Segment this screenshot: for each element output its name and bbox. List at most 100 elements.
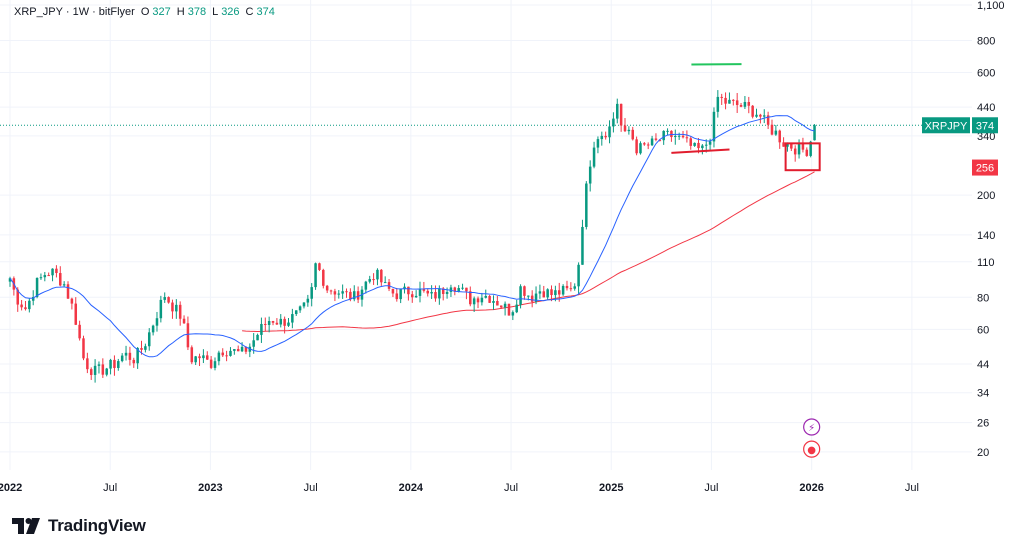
candle-body [337,293,341,295]
y-tick-label: 600 [977,68,995,80]
candle-body [654,138,658,140]
candle-body [538,291,542,294]
candle-body [407,286,410,295]
candle-body [66,284,70,299]
candle-body [175,304,178,312]
candle-body [438,288,441,299]
y-tick-label: 140 [977,230,995,242]
candle-body [372,279,375,281]
candle-body [550,289,553,296]
candle-body [646,144,650,146]
candle-body [557,290,561,295]
symbol-name[interactable]: XRP_JPY [14,6,63,18]
candle-body [527,295,530,297]
candle-body [585,183,588,227]
candle-body [302,302,306,307]
interval[interactable]: 1W [72,6,90,18]
candle-body [236,349,240,352]
candle-body [457,288,460,292]
candle-body [31,296,35,301]
candle-body [627,129,631,132]
candle-body [735,100,739,106]
record-icon-glyph: ● [807,445,816,456]
candle-body [89,369,93,375]
candle-body [325,285,329,291]
candle-body [762,115,766,117]
y-tick-label: 340 [977,131,995,143]
candle-body [793,148,797,155]
candle-body [441,288,445,295]
x-tick-label: Jul [103,482,117,494]
y-tick-label: 44 [977,359,989,371]
candle-body [59,273,62,286]
candle-body [82,338,85,359]
candle-body [519,286,522,305]
candle-body [743,101,747,107]
candle-body [43,275,47,278]
candle-body [376,269,379,280]
candle-body [716,96,720,112]
x-tick-label: 2025 [599,482,623,494]
candle-body [260,323,263,335]
candle-body [739,105,743,107]
candle-body [623,125,627,132]
record-icon: ● [803,440,821,458]
red-support-line [671,148,730,154]
ma-long-line [242,171,815,333]
candle-body [256,334,259,341]
x-tick-label: Jul [905,482,919,494]
x-tick-label: Jul [304,482,318,494]
candle-body [352,291,356,300]
candle-body [770,124,774,135]
candle-body [264,323,267,325]
candle-body [194,356,197,363]
candle-body [202,355,205,359]
candle-body [318,263,321,270]
candle-body [345,291,348,293]
candle-body [163,297,166,300]
low-label: L [212,6,219,18]
x-tick-label: 2024 [399,482,424,494]
candle-body [267,321,271,325]
candle-body [97,364,101,366]
candle-body [503,303,507,308]
separator: · [65,6,70,18]
candle-body [507,303,511,316]
x-tick-label: 2026 [799,482,823,494]
candle-body [51,268,54,276]
candle-body [650,138,654,146]
symbol-price-label: XRPJPY 374 [922,117,998,134]
candle-body [546,289,549,298]
candle-body [287,322,290,326]
candle-body [271,321,275,323]
x-tick-label: 2022 [0,482,22,494]
candle-body [244,346,248,352]
last-price-tag-background [972,117,998,134]
candle-body [221,352,224,356]
candle-body [472,298,476,305]
tradingview-logo-icon [12,518,40,534]
candle-body [124,352,128,356]
candle-body [766,115,770,125]
candle-body [206,355,209,360]
tradingview-logo[interactable]: TradingView [12,516,146,536]
close-value: 374 [256,6,275,18]
candle-body [643,143,646,145]
candle-body [801,143,805,150]
candle-body [465,287,468,292]
candle-body [8,278,12,282]
y-tick-label: 1,100 [977,0,1005,12]
candle-body [182,318,186,324]
x-tick-label: 2023 [198,482,222,494]
grid [0,0,972,470]
y-tick-label: 34 [977,388,989,400]
candle-body [155,318,159,326]
candle-body [813,125,816,141]
candle-body [662,130,665,141]
candle-body [565,285,569,289]
last-price-tag-text: 374 [976,120,994,132]
red-highlight-box [784,142,821,172]
candle-body [782,142,785,147]
